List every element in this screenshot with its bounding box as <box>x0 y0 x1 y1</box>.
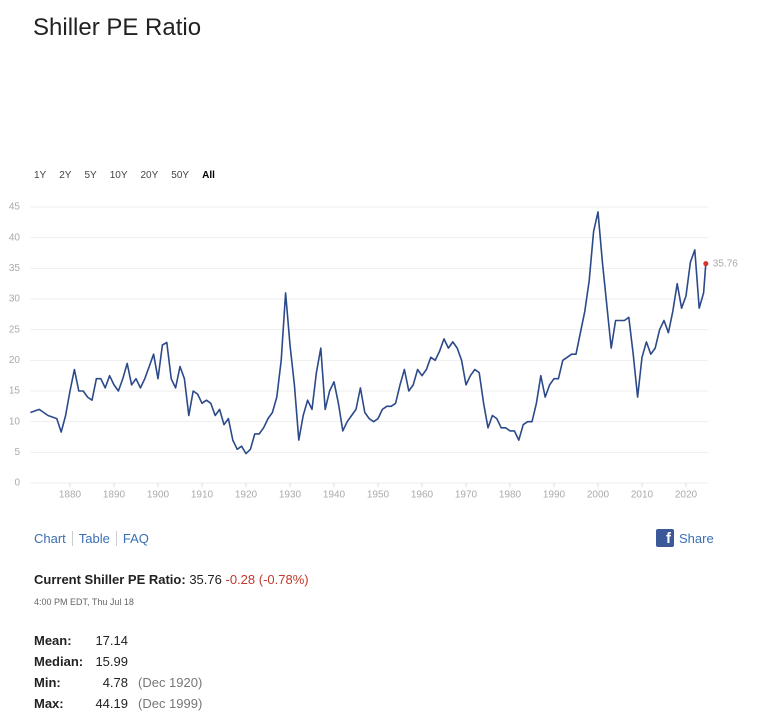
tab-link[interactable]: Table <box>71 531 116 546</box>
tabs: Chart Table FAQ <box>34 531 155 546</box>
timestamp: 4:00 PM EDT, Thu Jul 18 <box>34 597 134 607</box>
share-button[interactable]: f Share <box>656 529 714 547</box>
range-selector: 1Y 2Y 5Y 10Y 20Y 50Y All <box>34 170 215 181</box>
y-tick-label: 30 <box>9 294 21 305</box>
x-tick-label: 1980 <box>499 490 522 501</box>
chart: 0 5 10 15 20 25 30 35 40 45 1880 1890 1900 1910 1920 19… <box>9 202 738 501</box>
y-tick-label: 25 <box>9 324 21 335</box>
range-button[interactable]: 1Y <box>34 170 47 181</box>
stat-date: (Dec 1999) <box>138 696 203 711</box>
x-tick-label: 2010 <box>631 490 654 501</box>
y-tick-label: 5 <box>14 447 20 458</box>
x-tick-label: 1880 <box>59 490 82 501</box>
x-tick-label: 1990 <box>543 490 566 501</box>
y-tick-label: 45 <box>9 202 21 213</box>
stat-label: Min: <box>34 675 61 690</box>
last-point <box>703 261 709 267</box>
share-label: Share <box>679 530 714 546</box>
y-tick-label: 20 <box>9 355 21 366</box>
y-tick-label: 15 <box>9 386 21 397</box>
stat-label: Median: <box>34 654 84 669</box>
y-tick-label: 10 <box>9 416 21 427</box>
x-tick-label: 1940 <box>323 490 346 501</box>
range-button[interactable]: 50Y <box>171 170 190 181</box>
range-button[interactable]: 2Y <box>59 170 72 181</box>
range-button[interactable]: All <box>202 170 215 181</box>
stat-value: 17.14 <box>95 633 128 648</box>
stats: Mean: 17.14 Median: 15.99 Min: 4.78 (Dec 1920)… <box>34 633 202 711</box>
x-tick-label: 2000 <box>587 490 610 501</box>
stat-value: 44.19 <box>95 696 128 711</box>
y-tick-label: 35 <box>9 263 21 274</box>
x-tick-label: 1910 <box>191 490 214 501</box>
page-title: Shiller PE Ratio <box>33 14 202 41</box>
tab-link[interactable]: Chart <box>34 531 66 546</box>
stat-date: (Dec 1920) <box>138 675 203 690</box>
stat-label: Mean: <box>34 633 72 648</box>
current-change: -0.28 (-0.78%) <box>225 572 309 587</box>
x-tick-label: 1970 <box>455 490 478 501</box>
stat-value: 4.78 <box>102 675 128 690</box>
x-tick-label: 1960 <box>411 490 434 501</box>
last-value-label: 35.76 <box>713 258 738 269</box>
x-tick-label: 1890 <box>103 490 126 501</box>
tab-link[interactable]: FAQ <box>115 531 155 546</box>
current-label: Current Shiller PE Ratio: <box>34 572 186 587</box>
stat-spacer <box>128 654 202 669</box>
range-button[interactable]: 5Y <box>84 170 97 181</box>
x-tick-label: 1920 <box>235 490 258 501</box>
x-tick-label: 1900 <box>147 490 170 501</box>
y-tick-label: 0 <box>14 478 20 489</box>
x-tick-label: 1950 <box>367 490 390 501</box>
range-button[interactable]: 20Y <box>140 170 159 181</box>
stat-spacer <box>128 633 202 648</box>
current-value: Current Shiller PE Ratio: 35.76 -0.28 (-… <box>34 572 309 587</box>
y-tick-label: 40 <box>9 232 21 243</box>
x-tick-label: 2020 <box>675 490 698 501</box>
stat-label: Max: <box>34 696 64 711</box>
facebook-icon: f <box>656 529 674 547</box>
current-number: 35.76 <box>189 572 222 587</box>
range-button[interactable]: 10Y <box>109 170 128 181</box>
stat-value: 15.99 <box>95 654 128 669</box>
data-line <box>30 211 707 455</box>
x-tick-label: 1930 <box>279 490 302 501</box>
